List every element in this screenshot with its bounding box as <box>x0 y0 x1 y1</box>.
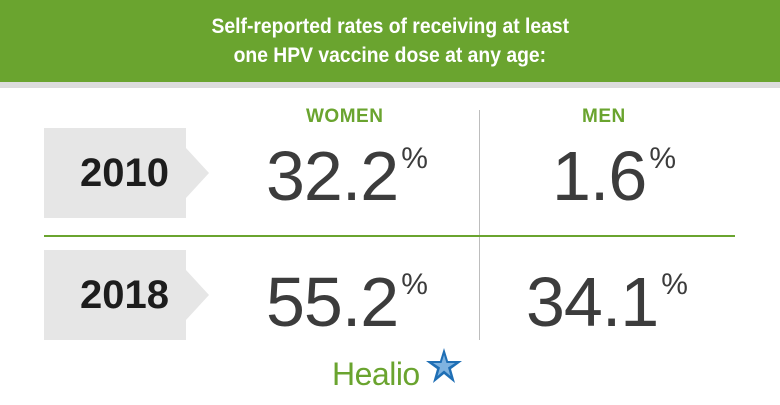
percent-sign: % <box>649 142 676 175</box>
tag-shape <box>44 128 209 218</box>
column-header-women: WOMEN <box>306 106 384 127</box>
value-number: 34.1 <box>526 263 659 341</box>
logo-text: Healio <box>332 356 420 392</box>
tag-shape <box>44 250 209 340</box>
header-banner: Self-reported rates of receiving at leas… <box>0 0 780 82</box>
percent-sign: % <box>401 268 428 301</box>
year-label: 2010 <box>80 150 169 195</box>
title-line-2: one HPV vaccine dose at any age: <box>233 44 547 67</box>
horizontal-divider <box>44 235 735 237</box>
value-women-2018: 55.2 % <box>266 267 428 337</box>
percent-sign: % <box>661 268 688 301</box>
value-number: 32.2 <box>266 137 399 215</box>
title-line-1: Self-reported rates of receiving at leas… <box>211 15 569 38</box>
value-women-2010: 32.2 % <box>266 141 428 211</box>
value-number: 55.2 <box>266 263 399 341</box>
value-men-2018: 34.1 % <box>526 267 688 337</box>
year-tag-2018: 2018 <box>44 250 209 340</box>
header-shadow-band <box>0 82 780 88</box>
year-tag-2010: 2010 <box>44 128 209 218</box>
healio-logo: Healio <box>332 348 472 392</box>
year-label: 2018 <box>80 272 169 317</box>
value-men-2010: 1.6 % <box>552 141 676 211</box>
value-number: 1.6 <box>552 137 647 215</box>
column-header-men: MEN <box>582 106 626 127</box>
vertical-divider <box>479 110 480 340</box>
star-icon <box>426 348 462 383</box>
percent-sign: % <box>401 142 428 175</box>
